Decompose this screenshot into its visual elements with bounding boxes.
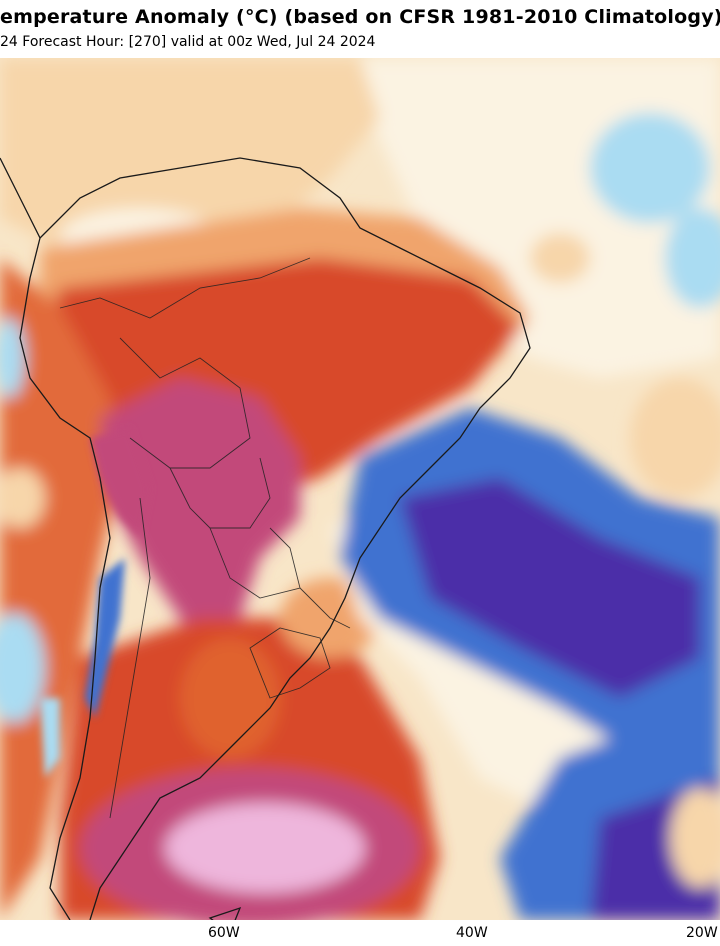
anomaly-field	[0, 58, 720, 920]
map-title: emperature Anomaly (°C) (based on CFSR 1…	[0, 6, 720, 28]
lon-label-40w: 40W	[456, 925, 488, 941]
map-header: emperature Anomaly (°C) (based on CFSR 1…	[0, 0, 720, 58]
temperature-anomaly-map	[0, 58, 720, 920]
country-borders	[59, 257, 351, 819]
lon-label-20w: 20W	[686, 925, 718, 941]
coastlines	[0, 157, 531, 920]
andes-anomaly	[40, 428, 150, 778]
map-subtitle: 24 Forecast Hour: [270] valid at 00z Wed…	[0, 34, 376, 50]
lon-label-60w: 60W	[208, 925, 240, 941]
longitude-axis: 60W 40W 20W	[0, 920, 720, 946]
map-canvas	[0, 58, 720, 920]
